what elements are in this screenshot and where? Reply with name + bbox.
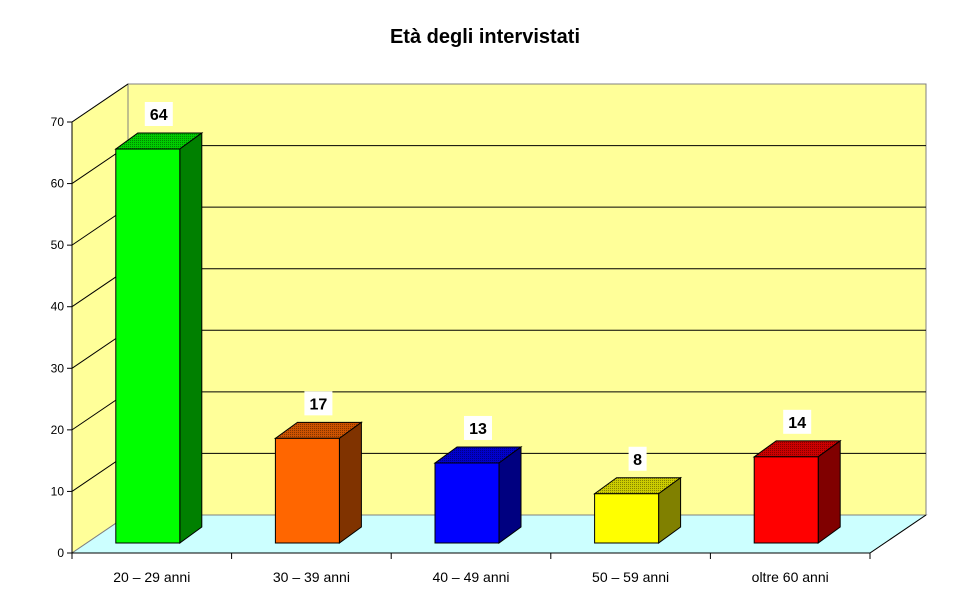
y-tick-label: 70 (51, 115, 65, 129)
data-label: 13 (469, 421, 487, 438)
y-tick-label: 30 (51, 361, 65, 375)
data-label: 8 (633, 452, 642, 469)
chart-title: Età degli intervistati (389, 26, 581, 48)
y-tick-label: 0 (57, 546, 64, 560)
x-axis: 20 – 29 anni 30 – 39 anni 40 – 49 anni 50 –… (71, 552, 871, 585)
bar: 17 (273, 391, 363, 544)
x-category-label: 30 – 39 anni (273, 569, 350, 585)
bars: 64 17 13 8 14 (114, 102, 842, 544)
y-axis: 0 10 20 30 40 50 60 70 (51, 115, 73, 560)
x-category-label: 40 – 49 anni (432, 569, 509, 585)
bar: 64 (114, 102, 204, 544)
data-label: 17 (310, 396, 328, 413)
data-label-bg (628, 446, 647, 471)
x-category-label: 20 – 29 anni (113, 569, 190, 585)
data-label-bg (783, 409, 812, 434)
x-category-label: 50 – 59 anni (592, 569, 669, 585)
bar: 13 (433, 415, 523, 544)
gridline-side (71, 83, 129, 123)
chart-walls (70, 83, 928, 554)
data-label: 64 (150, 107, 168, 124)
bar: 14 (752, 409, 842, 544)
y-tick-label: 40 (51, 300, 65, 314)
data-label: 14 (788, 415, 806, 432)
y-tick-label: 50 (51, 238, 65, 252)
y-tick-label: 10 (51, 484, 65, 498)
data-label-bg (144, 102, 173, 126)
data-label-bg (464, 415, 492, 440)
y-tick-label: 60 (51, 177, 65, 191)
x-category-label: oltre 60 anni (752, 569, 829, 585)
data-label-bg (304, 391, 333, 416)
y-tick-label: 20 (51, 423, 65, 437)
bar: 8 (593, 446, 683, 544)
